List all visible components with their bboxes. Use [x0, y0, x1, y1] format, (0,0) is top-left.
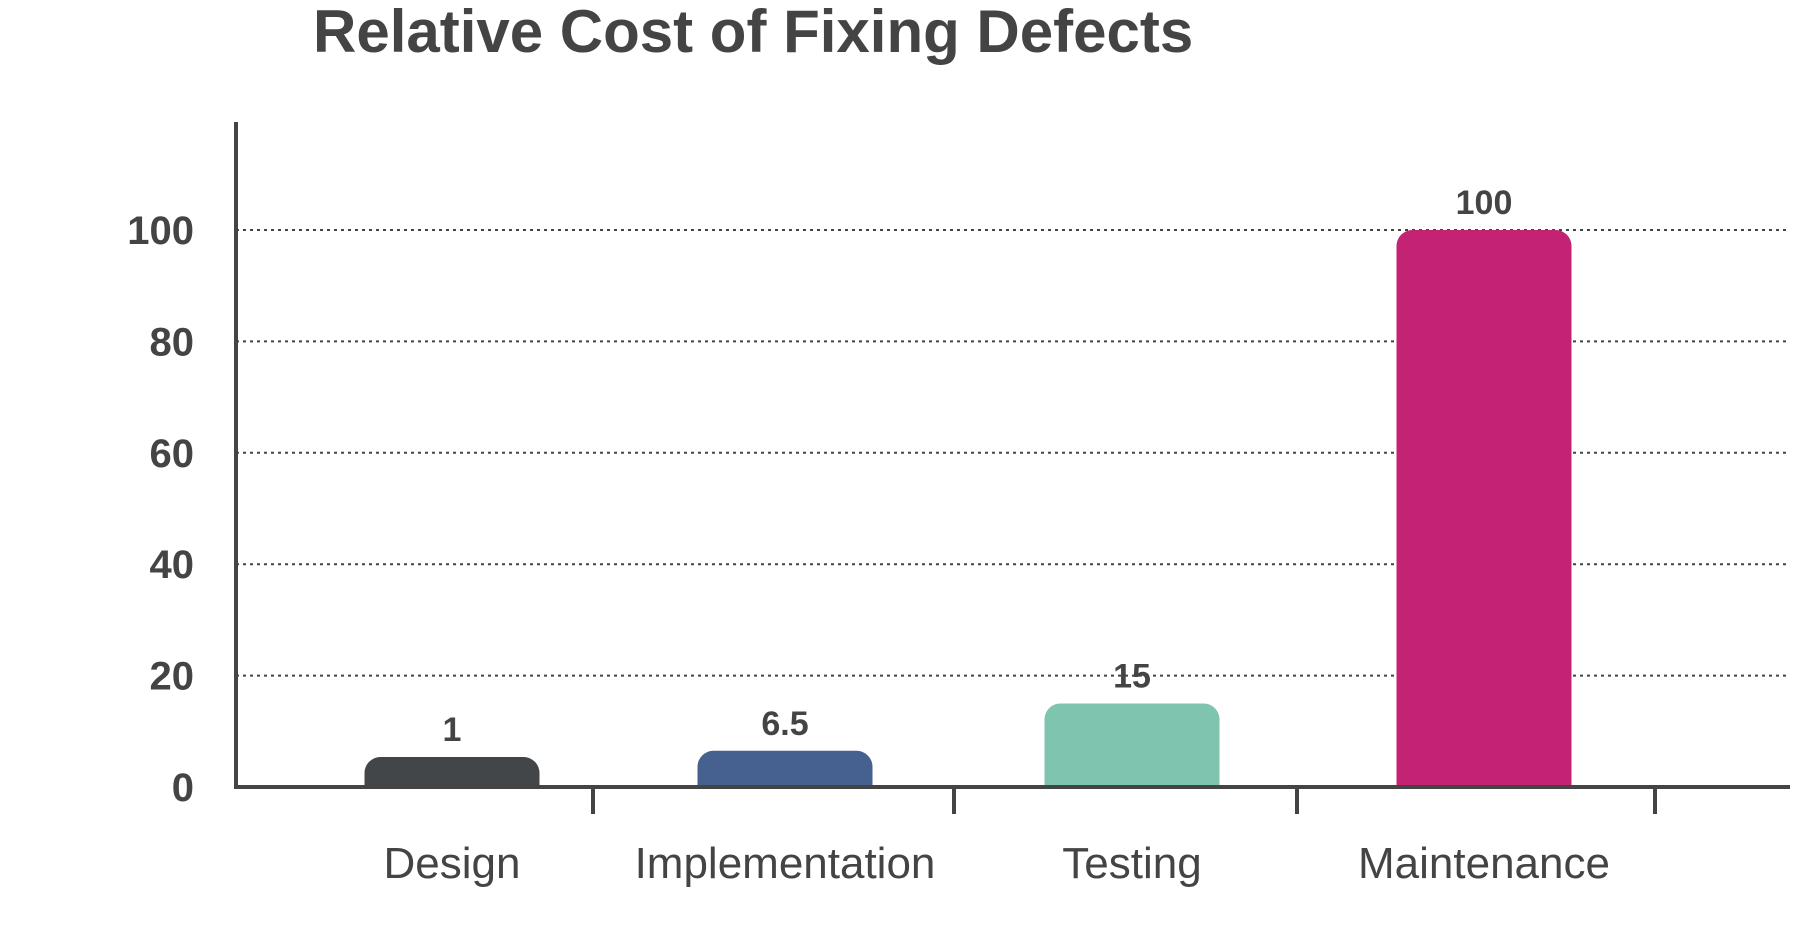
- data-label-design: 1: [443, 711, 462, 749]
- y-tick-label-80: 80: [150, 320, 195, 364]
- y-tick-label-20: 20: [150, 655, 195, 699]
- data-label-implementation: 6.5: [761, 705, 808, 743]
- y-tick-label-100: 100: [127, 209, 194, 253]
- x-tick-label-maintenance: Maintenance: [1358, 839, 1610, 888]
- chart-title: Relative Cost of Fixing Defects: [313, 0, 1193, 65]
- data-label-testing: 15: [1113, 657, 1151, 695]
- y-tick-label-40: 40: [150, 543, 195, 587]
- bar-maintenance: [1396, 230, 1572, 803]
- baseline-mask: [238, 789, 1792, 819]
- data-label-maintenance: 100: [1456, 184, 1513, 222]
- x-tick-label-implementation: Implementation: [635, 839, 936, 888]
- bar-testing: [1044, 703, 1220, 803]
- axes: [234, 122, 1792, 819]
- bars: [364, 230, 1572, 803]
- x-tick-label-design: Design: [384, 839, 521, 888]
- x-tick-label-testing: Testing: [1062, 839, 1201, 888]
- y-tick-label-0: 0: [172, 766, 194, 810]
- labels: 0 20 40 60 80 100 1 Design 6.5 Implementation 15 Te…: [127, 184, 1610, 888]
- y-tick-label-60: 60: [150, 432, 195, 476]
